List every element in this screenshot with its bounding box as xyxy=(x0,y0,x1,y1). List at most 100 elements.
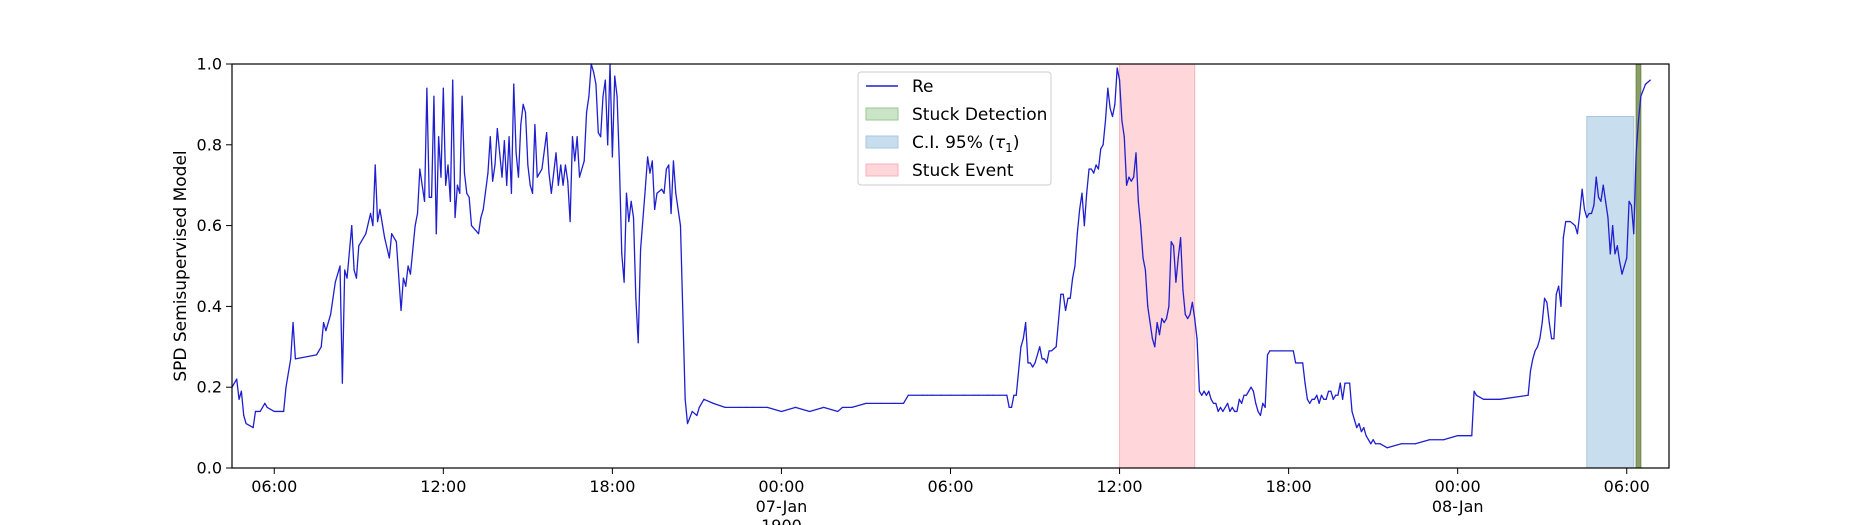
data-point xyxy=(534,124,536,126)
legend: Re Stuck Detection C.I. 95% (τ1) Stuck Even… xyxy=(857,71,1052,186)
data-point xyxy=(1360,431,1363,433)
data-point xyxy=(435,233,437,235)
data-point xyxy=(1588,212,1590,215)
data-point xyxy=(1086,192,1088,194)
data-point xyxy=(1236,410,1238,413)
data-point xyxy=(416,212,419,215)
data-point xyxy=(1025,321,1027,324)
data-point xyxy=(1147,305,1149,307)
data-point xyxy=(1027,362,1029,364)
x-tick-label: 06:00 xyxy=(251,477,297,496)
data-point xyxy=(1266,354,1269,356)
data-point xyxy=(252,427,254,429)
data-point xyxy=(369,212,372,215)
data-point xyxy=(1351,410,1353,413)
data-point xyxy=(1565,220,1567,223)
data-point xyxy=(1046,362,1048,364)
data-point xyxy=(1257,410,1259,413)
data-point xyxy=(1593,204,1595,206)
legend-swatch-stuck-detection xyxy=(865,107,899,121)
data-point xyxy=(1126,184,1128,186)
data-point xyxy=(320,346,322,348)
data-point xyxy=(1090,168,1092,170)
data-point xyxy=(672,160,675,162)
data-point xyxy=(1095,164,1097,166)
data-point xyxy=(1222,410,1224,413)
data-point xyxy=(1442,439,1445,441)
data-point xyxy=(1626,257,1628,259)
data-point xyxy=(463,172,466,174)
data-point xyxy=(1551,338,1553,340)
data-point xyxy=(578,176,581,178)
data-point xyxy=(1330,390,1332,392)
span-stuck-event xyxy=(1119,63,1196,469)
data-point xyxy=(752,406,754,408)
data-point xyxy=(670,212,672,215)
y-tick-label: 0.0 xyxy=(197,459,222,478)
data-point xyxy=(696,414,698,417)
data-point xyxy=(1337,394,1339,396)
data-point xyxy=(651,160,653,162)
data-point xyxy=(794,406,797,408)
data-point xyxy=(524,111,527,114)
data-point xyxy=(865,402,867,404)
data-point xyxy=(1532,358,1534,360)
data-point xyxy=(649,172,651,174)
data-point xyxy=(1621,273,1623,275)
x-tick-label: 06:00 xyxy=(927,477,973,496)
data-point xyxy=(1102,144,1104,146)
data-point xyxy=(531,192,534,194)
data-point xyxy=(489,136,491,138)
data-point xyxy=(1104,119,1107,122)
data-point xyxy=(1541,321,1543,324)
data-point xyxy=(759,406,761,408)
data-point xyxy=(330,313,332,316)
data-point xyxy=(588,95,590,97)
data-point xyxy=(1299,362,1301,364)
data-point xyxy=(1219,406,1222,408)
data-point xyxy=(1609,253,1611,255)
data-point xyxy=(1630,204,1633,206)
data-point xyxy=(1196,338,1198,340)
x-tick-label: 06:00 xyxy=(1604,477,1650,496)
data-point xyxy=(1210,398,1212,400)
data-point xyxy=(1553,338,1555,340)
data-point xyxy=(1062,293,1064,295)
data-point xyxy=(668,164,670,166)
data-point xyxy=(322,321,325,324)
data-point xyxy=(1205,394,1208,396)
data-point xyxy=(1339,382,1341,384)
data-point xyxy=(1043,358,1046,360)
data-point xyxy=(611,156,613,158)
data-point xyxy=(1590,212,1593,215)
data-point xyxy=(508,136,510,138)
data-point xyxy=(1229,410,1231,413)
legend-label-stuck-detection: Stuck Detection xyxy=(912,105,1047,125)
data-point xyxy=(1325,398,1327,400)
data-point xyxy=(447,164,449,166)
data-point xyxy=(243,414,245,417)
data-point xyxy=(1602,184,1604,186)
data-point xyxy=(992,394,994,396)
data-point xyxy=(893,402,895,404)
data-point xyxy=(1100,148,1102,150)
data-point xyxy=(625,192,628,194)
data-point xyxy=(600,136,602,138)
data-point xyxy=(1567,220,1569,223)
data-point xyxy=(1614,253,1616,255)
data-point xyxy=(665,168,667,170)
data-point xyxy=(1262,402,1264,404)
data-point xyxy=(1165,317,1168,320)
data-point xyxy=(1198,390,1200,392)
data-point xyxy=(372,225,374,227)
data-point xyxy=(1358,422,1360,425)
data-point xyxy=(1158,334,1161,336)
data-point xyxy=(1208,390,1210,392)
data-point xyxy=(1344,382,1346,384)
data-point xyxy=(492,180,494,182)
data-point xyxy=(1029,362,1031,364)
series-group xyxy=(231,63,1651,449)
data-point xyxy=(1081,192,1083,194)
data-point xyxy=(527,164,529,166)
data-point xyxy=(294,358,296,360)
